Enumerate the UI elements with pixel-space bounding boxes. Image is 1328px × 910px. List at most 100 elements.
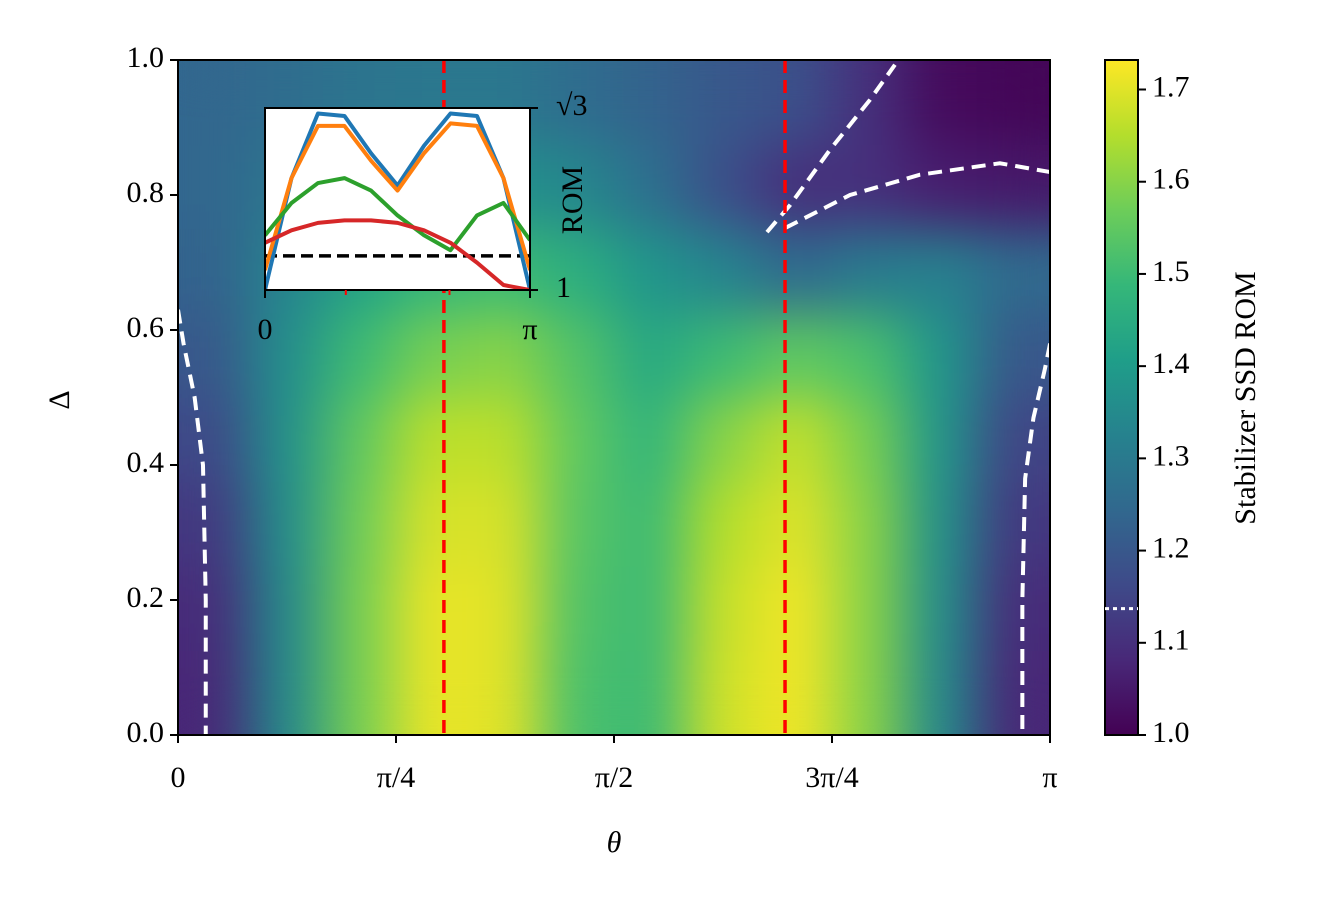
inset-line [265, 218, 530, 290]
inset-x-tick-label: 0 [258, 313, 273, 346]
y-tick-label: 0.6 [127, 311, 165, 344]
x-axis-label: θ [607, 826, 622, 859]
heat-cell [976, 481, 1050, 567]
heat-cell [831, 312, 906, 398]
heat-cell [250, 481, 324, 567]
heat-cell [613, 143, 688, 230]
heat-cell [322, 650, 397, 735]
heat-cell [904, 650, 978, 735]
inset: 0 π1 √3 [258, 89, 588, 346]
heat-cell [395, 481, 470, 567]
x-tick-label: π/4 [377, 761, 415, 794]
heat-cell [613, 312, 688, 398]
heat-cell [468, 481, 542, 567]
heatmap [178, 60, 1050, 735]
heat-cell [613, 565, 688, 652]
heat-cell [976, 60, 1050, 145]
heat-cell [178, 565, 252, 652]
heat-cell [831, 397, 906, 483]
heat-cell [250, 397, 324, 483]
inset-y-tick-label: 1 [556, 271, 571, 304]
y-tick-label: 1.0 [127, 41, 165, 74]
heat-cell [468, 397, 542, 483]
heat-cell [976, 228, 1050, 314]
x-tick-label: 0 [171, 761, 186, 794]
heat-cell [831, 650, 906, 735]
heat-cell [758, 565, 833, 652]
heat-cell [395, 312, 470, 398]
inset-plot [265, 111, 530, 290]
heat-cell [904, 565, 978, 652]
heat-cell [758, 228, 833, 314]
heat-cell [831, 565, 906, 652]
heat-cell [540, 60, 615, 145]
colorbar-tick-label: 1.4 [1152, 347, 1190, 380]
heat-cell [613, 650, 688, 735]
heat-cell [904, 143, 978, 230]
y-tick-label: 0.4 [127, 446, 165, 479]
heat-cell [758, 397, 833, 483]
heat-cell [831, 143, 906, 230]
colorbar-tick-label: 1.2 [1152, 531, 1190, 564]
contour-line [784, 161, 1050, 230]
inset-frame [264, 107, 531, 291]
heat-cell [976, 397, 1050, 483]
x-tick-label: π/2 [595, 761, 633, 794]
heat-cell [904, 397, 978, 483]
heat-cell [904, 481, 978, 567]
heat-cell [395, 650, 470, 735]
contour-line [178, 309, 208, 735]
heat-cell [540, 312, 615, 398]
heat-cell [686, 228, 760, 314]
axes: 0 π/4 π/2 3π/4 π 0.0 0.2 0.4 0.6 0.8 1.0 1.0 1.1 1.2 1… [127, 41, 1190, 794]
heat-cell [468, 650, 542, 735]
heat-cell [613, 228, 688, 314]
heat-cell [540, 143, 615, 230]
y-tick-label: 0.0 [127, 716, 165, 749]
heat-cell [758, 143, 833, 230]
heat-cell [758, 312, 833, 398]
heat-cell [540, 565, 615, 652]
colorbar-tick-label: 1.5 [1152, 255, 1190, 288]
heat-cell [322, 312, 397, 398]
heat-cell [613, 397, 688, 483]
heat-cell [976, 143, 1050, 230]
heat-cell [613, 60, 688, 145]
heat-cell [686, 143, 760, 230]
heat-cell [904, 228, 978, 314]
x-tick-label: 3π/4 [805, 761, 858, 794]
heat-cell [831, 481, 906, 567]
inset-y-tick-label: √3 [556, 89, 587, 122]
heat-cell [250, 565, 324, 652]
heat-cell [686, 397, 760, 483]
heat-cell [322, 565, 397, 652]
colorbar-tick-label: 1.0 [1152, 716, 1190, 749]
inset-line [265, 111, 530, 290]
heat-cell [686, 481, 760, 567]
heat-cell [540, 397, 615, 483]
heat-cell [468, 312, 542, 398]
heat-cell [468, 565, 542, 652]
x-tick-label: π [1042, 761, 1057, 794]
colorbar-tick-label: 1.3 [1152, 439, 1190, 472]
heat-cell [178, 60, 252, 145]
heat-cell [758, 481, 833, 567]
heat-cell [686, 565, 760, 652]
heat-cell [686, 60, 760, 145]
heat-cell [178, 143, 252, 230]
colorbar [1104, 59, 1139, 736]
colorbar-tick-label: 1.6 [1152, 163, 1190, 196]
heat-cell [613, 481, 688, 567]
heat-cell [758, 650, 833, 735]
heat-cell [976, 650, 1050, 735]
colorbar-tick-label: 1.7 [1152, 70, 1190, 103]
heat-cell [686, 650, 760, 735]
heat-cell [178, 228, 252, 314]
heat-cell [178, 481, 252, 567]
y-tick-label: 0.8 [127, 176, 165, 209]
heat-cell [540, 481, 615, 567]
heat-cell [976, 312, 1050, 398]
heat-cell [322, 481, 397, 567]
heat-cell [831, 228, 906, 314]
